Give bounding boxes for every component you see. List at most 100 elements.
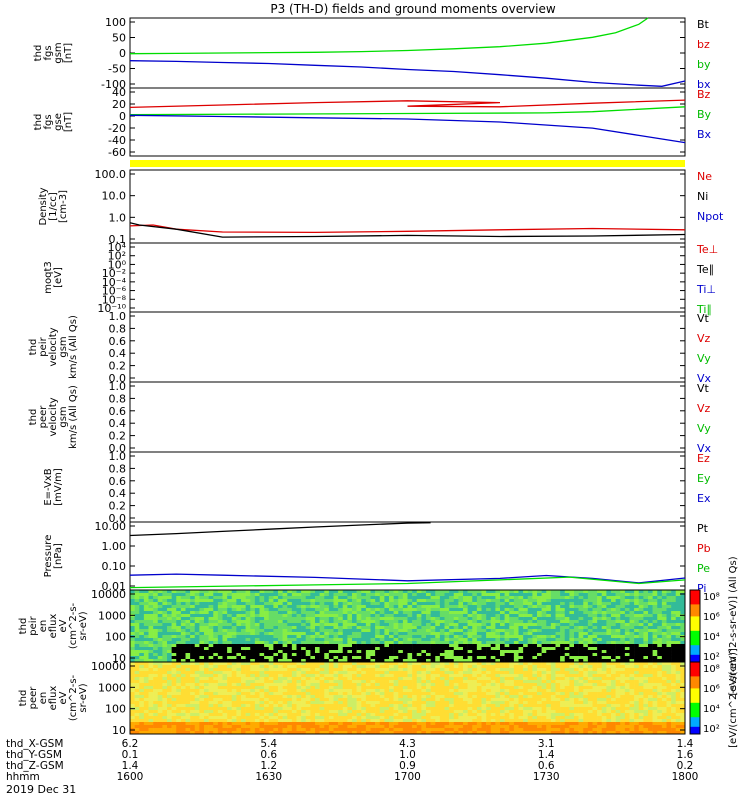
spectrogram-cell <box>439 596 445 600</box>
spectrogram-cell <box>379 602 385 606</box>
spectrogram-cell <box>458 725 464 729</box>
spectrogram-cell <box>606 617 612 621</box>
spectrogram-cell <box>324 647 330 651</box>
y-axis-label: velocity <box>48 397 59 436</box>
spectrogram-cell <box>652 611 658 615</box>
spectrogram-cell <box>657 593 663 597</box>
spectrogram-cell <box>278 605 283 609</box>
spectrogram-cell <box>472 683 478 687</box>
spectrogram-cell <box>379 662 385 666</box>
spectrogram-cell <box>449 701 455 705</box>
spectrogram-cell <box>250 647 256 651</box>
spectrogram-cell <box>518 593 524 597</box>
spectrogram-cell <box>648 638 653 642</box>
spectrogram-cell <box>310 704 316 708</box>
spectrogram-cell <box>217 611 223 615</box>
spectrogram-cell <box>171 731 177 735</box>
spectrogram-cell <box>439 620 445 624</box>
spectrogram-cell <box>180 644 186 648</box>
spectrogram-cell <box>629 614 635 618</box>
spectrogram-cell <box>157 668 163 672</box>
spectrogram-cell <box>453 731 459 735</box>
spectrogram-cell <box>282 692 288 696</box>
spectrogram-cell <box>398 641 404 645</box>
spectrogram-cell <box>296 698 302 702</box>
spectrogram-cell <box>486 623 492 627</box>
legend-entry: Vy <box>697 422 711 435</box>
spectrogram-cell <box>426 695 431 699</box>
spectrogram-cell <box>310 641 316 645</box>
spectrogram-cell <box>597 623 603 627</box>
spectrogram-cell <box>319 713 325 717</box>
spectrogram-cell <box>315 629 320 633</box>
spectrogram-cell <box>389 713 394 717</box>
spectrogram-cell <box>509 629 515 633</box>
spectrogram-cell <box>430 593 436 597</box>
spectrogram-cell <box>500 653 505 657</box>
spectrogram-cell <box>310 689 316 693</box>
spectrogram-cell <box>254 671 260 675</box>
spectrogram-cell <box>398 707 404 711</box>
y-tick-label: 0.8 <box>109 392 127 405</box>
spectrogram-cell <box>430 701 436 705</box>
spectrogram-cell <box>324 599 330 603</box>
spectrogram-cell <box>611 608 616 612</box>
spectrogram-cell <box>476 692 482 696</box>
spectrogram-cell <box>486 650 492 654</box>
spectrogram-cell <box>569 602 575 606</box>
spectrogram-cell <box>416 599 422 603</box>
spectrogram-cell <box>231 662 237 666</box>
spectrogram-cell <box>379 686 385 690</box>
spectrogram-cell <box>241 611 246 615</box>
spectrogram-cell <box>402 710 408 714</box>
spectrogram-cell <box>671 635 677 639</box>
spectrogram-cell <box>611 632 616 636</box>
spectrogram-cell <box>162 698 168 702</box>
spectrogram-cell <box>338 665 344 669</box>
spectrogram-cell <box>134 593 140 597</box>
spectrogram-cell <box>444 596 450 600</box>
spectrogram-cell <box>333 725 339 729</box>
spectrogram-cell <box>661 608 667 612</box>
spectrogram-cell <box>352 722 357 726</box>
spectrogram-cell <box>171 617 177 621</box>
spectrogram-cell <box>389 623 394 627</box>
spectrogram-cell <box>439 665 445 669</box>
spectrogram-cell <box>227 629 233 633</box>
spectrogram-cell <box>518 620 524 624</box>
spectrogram-cell <box>439 710 445 714</box>
spectrogram-cell <box>167 728 172 732</box>
spectrogram-cell <box>319 701 325 705</box>
spectrogram-cell <box>624 614 630 618</box>
spectrogram-cell <box>301 683 307 687</box>
spectrogram-cell <box>666 623 672 627</box>
spectrogram-cell <box>481 671 487 675</box>
spectrogram-cell <box>537 608 542 612</box>
spectrogram-cell <box>153 668 159 672</box>
spectrogram-cell <box>352 647 357 651</box>
spectrogram-cell <box>143 680 149 684</box>
spectrogram-cell <box>574 653 579 657</box>
spectrogram-cell <box>592 641 598 645</box>
spectrogram-cell <box>167 635 172 639</box>
spectrogram-cell <box>384 728 390 732</box>
spectrogram-cell <box>296 656 302 660</box>
spectrogram-cell <box>449 665 455 669</box>
spectrogram-cell <box>347 638 353 642</box>
spectrogram-cell <box>564 641 570 645</box>
spectrogram-cell <box>328 611 334 615</box>
spectrogram-cell <box>384 647 390 651</box>
spectrogram-cell <box>490 647 496 651</box>
spectrogram-cell <box>379 713 385 717</box>
spectrogram-cell <box>444 695 450 699</box>
spectrogram-cell <box>171 632 177 636</box>
spectrogram-cell <box>356 695 362 699</box>
spectrogram-cell <box>564 614 570 618</box>
spectrogram-cell <box>426 614 431 618</box>
spectrogram-cell <box>560 623 566 627</box>
spectrogram-cell <box>315 722 320 726</box>
spectrogram-cell <box>213 725 219 729</box>
spectrogram-cell <box>208 632 214 636</box>
